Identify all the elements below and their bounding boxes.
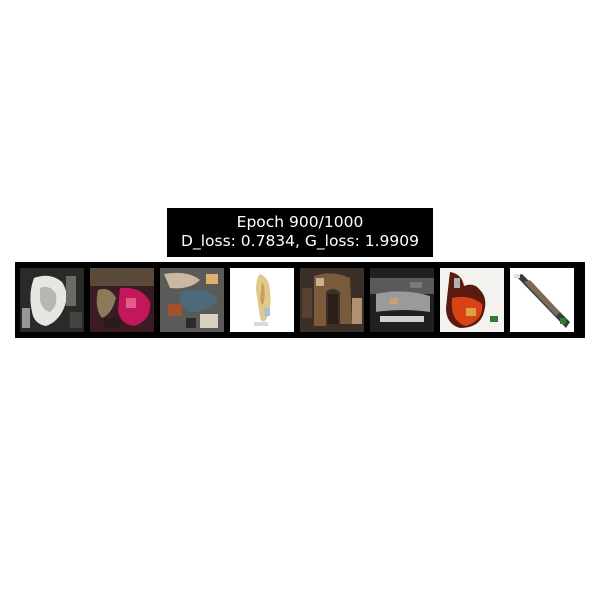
sample-image-2 [90,268,154,332]
sample-tile-6 [370,268,434,332]
loss-label: D_loss: 0.7834, G_loss: 1.9909 [181,232,419,250]
sample-image-6 [370,268,434,332]
sample-tile-1 [20,268,84,332]
sample-grid [15,262,585,338]
sample-image-1 [20,268,84,332]
sample-tile-3 [160,268,224,332]
sample-tile-4 [230,268,294,332]
sample-tile-2 [90,268,154,332]
sample-image-3 [160,268,224,332]
sample-image-5 [300,268,364,332]
epoch-title: Epoch 900/1000 D_loss: 0.7834, G_loss: 1… [167,208,433,257]
sample-image-4 [230,268,294,332]
sample-image-7 [440,268,504,332]
sample-tile-8 [510,268,574,332]
sample-tile-5 [300,268,364,332]
sample-image-8 [510,268,574,332]
sample-tile-7 [440,268,504,332]
epoch-label: Epoch 900/1000 [236,213,364,231]
